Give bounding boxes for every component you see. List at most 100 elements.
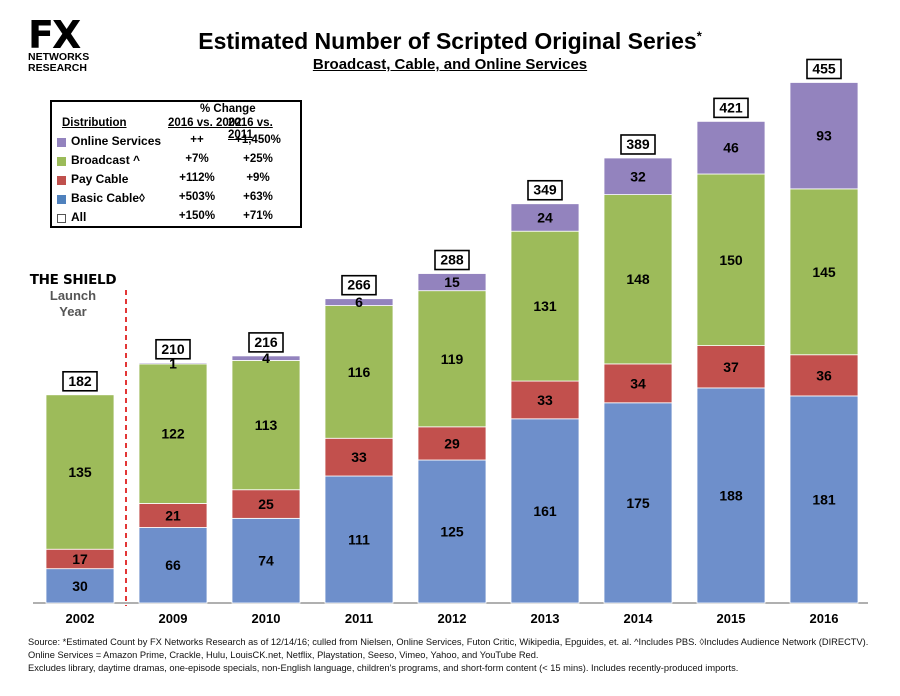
annotation-show-name: THE SHIELD (29, 272, 117, 288)
bar-segment-online-services-2012 (417, 273, 487, 292)
legend-label-basic-cable: Basic Cable◊ (71, 191, 145, 205)
total-label-2009: 210 (161, 341, 185, 357)
bar-segment-broadcast-2015 (696, 173, 766, 347)
bar-value-label-pay-cable-2012: 29 (444, 435, 460, 451)
bar-segment-broadcast-2016 (789, 188, 859, 356)
logo-brand: FX (28, 13, 81, 57)
total-box-2016 (806, 58, 842, 80)
bar-segment-broadcast-2009 (138, 363, 208, 504)
legend-value-broadcast-2002: +7% (185, 153, 209, 165)
legend-table: % Change Distribution 2016 vs. 2002 2016… (50, 100, 302, 228)
bar-value-label-online-services-2011: 6 (355, 294, 363, 310)
legend-swatch-all (57, 214, 66, 223)
bar-segment-online-services-2016 (789, 82, 859, 190)
bar-value-label-broadcast-2014: 148 (626, 271, 650, 287)
bar-segment-basic-cable-2012 (417, 459, 487, 604)
bar-value-label-online-services-2015: 46 (723, 140, 739, 156)
total-box-2014 (620, 134, 656, 155)
bar-value-label-pay-cable-2011: 33 (351, 449, 367, 465)
total-label-2015: 421 (719, 99, 743, 115)
x-tick-label-2015: 2015 (717, 611, 746, 626)
legend-value-pay-cable-2011: +9% (246, 172, 270, 184)
source-line2: Online Services = Amazon Prime, Crackle,… (28, 650, 539, 660)
bar-segment-broadcast-2010 (231, 360, 301, 491)
bar-value-label-pay-cable-2013: 33 (537, 392, 553, 408)
annotation-line2: Year (59, 304, 87, 319)
chart-subtitle: Broadcast, Cable, and Online Services (312, 56, 588, 73)
total-label-2010: 216 (254, 334, 278, 350)
bar-value-label-basic-cable-2015: 188 (719, 487, 743, 503)
bar-segment-online-services-2015 (696, 120, 766, 175)
legend-row-online: Online Services ++ +1,450% (57, 134, 297, 152)
total-box-2010 (248, 332, 284, 353)
source-line3: Excludes library, daytime dramas, one-ep… (28, 663, 739, 673)
total-label-2014: 389 (626, 136, 650, 152)
legend-value-all-2011: +71% (243, 210, 273, 222)
legend-col1-header: 2016 vs. 2002 (168, 117, 242, 129)
legend-swatch-basic-cable (57, 195, 66, 204)
bar-segment-online-services-2011 (324, 298, 394, 306)
legend-value-online-2002: ++ (190, 134, 204, 146)
bar-value-label-online-services-2010: 4 (262, 350, 270, 366)
legend-row-all: All +150% +71% (57, 210, 297, 228)
logo-line2: RESEARCH (28, 62, 87, 74)
x-tick-label-2011: 2011 (345, 611, 373, 626)
bar-value-label-basic-cable-2014: 175 (626, 495, 650, 511)
legend-value-pay-cable-2002: +112% (179, 172, 215, 184)
bar-value-label-online-services-2012: 15 (444, 274, 460, 290)
legend-swatch-pay-cable (57, 176, 66, 185)
bar-value-label-online-services-2014: 32 (630, 168, 646, 184)
x-tick-label-2009: 2009 (159, 611, 188, 626)
bar-value-label-pay-cable-2002: 17 (72, 551, 88, 567)
legend-value-basic-cable-2011: +63% (243, 191, 273, 203)
x-tick-label-2013: 2013 (531, 611, 560, 626)
bar-segment-online-services-2013 (510, 203, 580, 232)
bar-value-label-basic-cable-2011: 111 (348, 532, 370, 548)
total-box-2011 (341, 274, 377, 296)
logo-line1: NETWORKS (28, 51, 90, 63)
total-box-2009 (155, 338, 191, 360)
bar-value-label-pay-cable-2015: 37 (723, 359, 739, 375)
legend-distribution-header: Distribution (62, 117, 127, 129)
total-box-2012 (434, 249, 470, 271)
total-box-2002 (62, 370, 98, 392)
bar-segment-basic-cable-2010 (231, 517, 301, 604)
bar-value-label-basic-cable-2009: 66 (165, 557, 181, 573)
the-shield-annotation: THE SHIELD Launch Year (18, 272, 128, 320)
bar-segment-pay-cable-2016 (789, 354, 859, 397)
fx-networks-research-logo: FX NETWORKS RESEARCH (28, 13, 98, 74)
bar-value-label-pay-cable-2009: 21 (165, 507, 181, 523)
annotation-line1: Launch (49, 288, 97, 303)
total-box-2015 (713, 97, 749, 119)
bar-value-label-basic-cable-2016: 181 (812, 491, 836, 507)
bar-value-label-broadcast-2011: 116 (348, 364, 371, 380)
legend-value-all-2002: +150% (178, 210, 216, 222)
chart-title: Estimated Number of Scripted Original Se… (190, 28, 710, 55)
total-label-2002: 182 (68, 373, 92, 389)
bar-segment-pay-cable-2010 (231, 489, 301, 519)
bar-value-label-online-services-2009: 1 (169, 355, 177, 371)
legend-swatch-online (57, 138, 66, 147)
total-box-2013 (527, 179, 563, 201)
legend-label-pay-cable: Pay Cable (71, 172, 129, 186)
bar-value-label-broadcast-2012: 119 (441, 351, 464, 367)
x-tick-label-2002: 2002 (66, 611, 95, 626)
bar-segment-pay-cable-2009 (138, 503, 208, 528)
legend-row-basic-cable: Basic Cable◊ +503% +63% (57, 191, 297, 209)
x-tick-label-2012: 2012 (438, 611, 467, 626)
bar-segment-basic-cable-2015 (696, 387, 766, 604)
x-tick-label-2016: 2016 (810, 611, 839, 626)
x-tick-label-2010: 2010 (252, 611, 281, 626)
total-label-2016: 455 (812, 60, 836, 76)
legend-value-basic-cable-2002: +503% (178, 191, 216, 203)
bar-segment-basic-cable-2014 (603, 402, 673, 604)
bar-segment-broadcast-2002 (45, 394, 115, 550)
bar-value-label-basic-cable-2002: 30 (72, 578, 88, 594)
legend-col2-header: 2016 vs. 2011 (228, 117, 273, 141)
total-label-2012: 288 (440, 252, 464, 268)
legend-value-broadcast-2011: +25% (243, 153, 273, 165)
bar-segment-broadcast-2011 (324, 305, 394, 439)
bar-value-label-pay-cable-2014: 34 (630, 375, 646, 391)
bar-value-label-online-services-2013: 24 (537, 209, 553, 225)
